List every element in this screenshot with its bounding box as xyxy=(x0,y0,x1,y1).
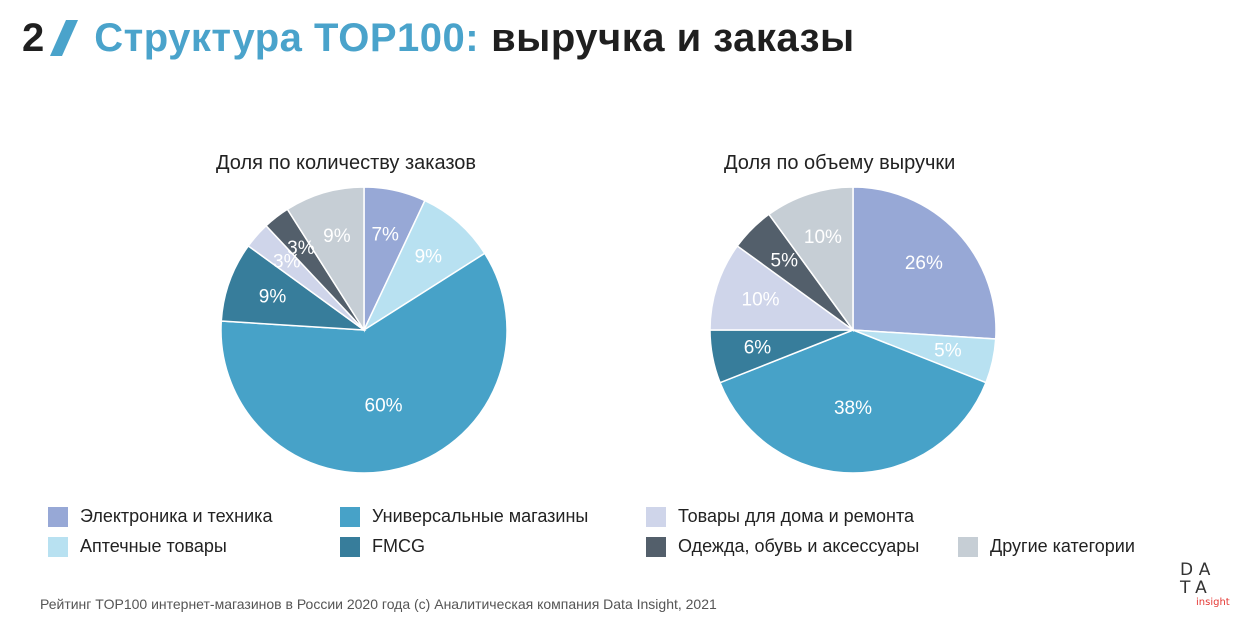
legend-swatch xyxy=(340,506,360,527)
legend-swatch xyxy=(48,536,68,557)
logo-text-line2: TA xyxy=(1180,578,1213,598)
legend-swatch xyxy=(646,506,666,527)
pie-slice-fmcg xyxy=(220,244,367,331)
data-label-clothing: 5% xyxy=(771,251,799,272)
legend-item-clothing: Одежда, обувь и аксессуары xyxy=(646,536,919,557)
legend-label: Универсальные магазины xyxy=(372,506,589,526)
pie-slice-electronics xyxy=(852,186,997,340)
legend-swatch xyxy=(48,506,68,527)
data-label-fmcg: 9% xyxy=(259,287,287,308)
slide-header: 2 Структура TOP100: выручка и заказы xyxy=(22,8,855,68)
legend-swatch xyxy=(958,536,978,557)
source-footnote: Рейтинг TOP100 интернет-магазинов в Росс… xyxy=(40,596,717,612)
legend-swatch xyxy=(340,536,360,557)
legend-item-electronics: Электроника и техника xyxy=(48,506,272,527)
chart-legend: Электроника и техника Универсальные мага… xyxy=(48,502,1228,572)
pie-slice-universal xyxy=(719,329,987,474)
pie-chart-revenue: 26%5%38%6%10%5%10% xyxy=(709,186,997,474)
legend-item-fmcg: FMCG xyxy=(340,536,425,557)
slash-mark-icon xyxy=(50,20,79,56)
data-label-clothing: 3% xyxy=(287,238,315,259)
logo-text-insight: insight xyxy=(1196,597,1230,608)
data-label-other: 9% xyxy=(323,226,351,247)
chart-title-revenue: Доля по объему выручки xyxy=(724,152,956,174)
data-label-home: 3% xyxy=(273,251,301,272)
data-label-pharmacy: 5% xyxy=(934,341,962,362)
logo-text-line1: DA xyxy=(1180,560,1217,580)
legend-item-other: Другие категории xyxy=(958,536,1135,557)
data-label-electronics: 7% xyxy=(371,225,399,246)
legend-label: Аптечные товары xyxy=(80,536,227,556)
data-label-electronics: 26% xyxy=(905,253,943,274)
pie-slice-other xyxy=(767,186,854,333)
data-label-universal: 60% xyxy=(365,396,403,417)
data-label-home: 10% xyxy=(742,289,780,310)
pie-slice-other xyxy=(286,186,365,333)
legend-label: FMCG xyxy=(372,536,425,556)
page-title-accent: Структура TOP100: xyxy=(94,15,480,60)
legend-label: Электроника и техника xyxy=(80,506,273,526)
pie-chart-orders: 7% 9% 60% 9% 3%3% 9% xyxy=(220,186,508,474)
legend-label: Товары для дома и ремонта xyxy=(678,506,915,526)
legend-label: Одежда, обувь и аксессуары xyxy=(678,536,920,556)
legend-item-home: Товары для дома и ремонта xyxy=(646,506,914,527)
pie-slice-home xyxy=(709,244,856,331)
page-title: выручка и заказы xyxy=(491,15,855,60)
data-label-universal: 38% xyxy=(834,398,872,419)
legend-swatch xyxy=(646,536,666,557)
chart-title-orders: Доля по количеству заказов xyxy=(216,152,477,174)
legend-item-universal: Универсальные магазины xyxy=(340,506,588,527)
pie-slice-pharmacy xyxy=(362,199,486,333)
data-label-pharmacy: 9% xyxy=(415,247,443,268)
legend-item-pharmacy: Аптечные товары xyxy=(48,536,227,557)
data-label-other: 10% xyxy=(804,227,842,248)
data-label-fmcg: 6% xyxy=(744,338,772,359)
data-insight-logo: DA TA insight xyxy=(1176,560,1236,610)
slide-number: 2 xyxy=(22,15,45,60)
legend-label: Другие категории xyxy=(990,536,1135,556)
pie-slice-universal xyxy=(220,252,508,474)
